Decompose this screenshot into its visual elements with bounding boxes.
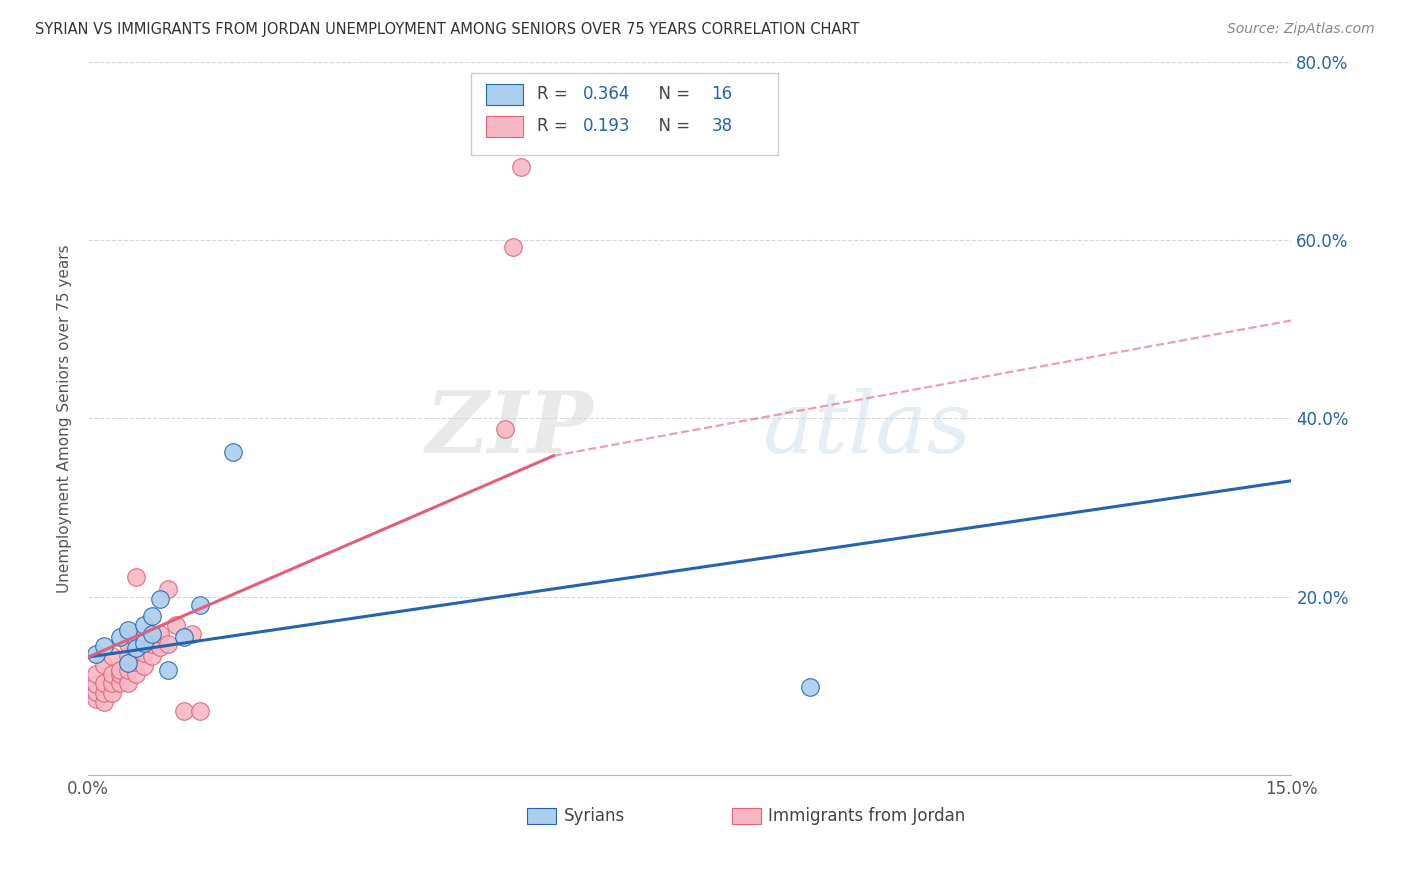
Text: Immigrants from Jordan: Immigrants from Jordan [768,807,966,825]
Point [141,609,163,624]
Point [117,676,139,690]
Point [93,658,115,673]
Point [494,422,516,436]
Point [141,627,163,641]
Point [149,640,172,655]
Point [101,676,124,690]
Point [110,676,132,690]
Point [84,692,107,706]
Text: Source: ZipAtlas.com: Source: ZipAtlas.com [1227,22,1375,37]
Point [110,630,132,644]
Point [117,649,139,664]
Point [157,663,180,677]
Point [101,649,124,664]
Point [799,681,821,695]
Bar [527,808,557,824]
Text: ZIP: ZIP [426,387,593,471]
Point [190,704,212,718]
Point [117,663,139,677]
Text: 38: 38 [711,117,733,136]
Text: R =: R = [537,117,574,136]
Text: 16: 16 [711,86,733,103]
Point [125,667,148,681]
Point [93,695,115,709]
Point [181,627,204,641]
Bar [486,116,523,137]
Point [141,649,163,664]
Point [125,655,148,669]
Text: N =: N = [648,117,695,136]
FancyBboxPatch shape [471,73,778,155]
Point [134,646,156,660]
Point [134,636,156,650]
Point [84,685,107,699]
Point [93,639,115,653]
Point [157,582,180,597]
Point [93,686,115,700]
Text: Syrians: Syrians [564,807,624,825]
Point [125,570,148,584]
Point [110,663,132,677]
Point [101,667,124,681]
Point [221,445,243,459]
Point [110,667,132,681]
Point [117,624,139,638]
Point [502,240,524,254]
Point [134,618,156,632]
Point [84,648,107,662]
Point [117,637,139,651]
Point [165,618,187,632]
Text: R =: R = [537,86,574,103]
Bar [733,808,761,824]
Point [117,627,139,641]
Point [157,637,180,651]
Text: atlas: atlas [762,388,972,470]
Point [93,676,115,690]
Point [134,659,156,673]
Point [149,627,172,641]
Point [101,686,124,700]
Y-axis label: Unemployment Among Seniors over 75 years: Unemployment Among Seniors over 75 years [58,244,72,592]
Point [84,667,107,681]
Point [173,704,195,718]
Point [117,657,139,671]
Point [125,641,148,656]
Point [141,637,163,651]
Text: SYRIAN VS IMMIGRANTS FROM JORDAN UNEMPLOYMENT AMONG SENIORS OVER 75 YEARS CORREL: SYRIAN VS IMMIGRANTS FROM JORDAN UNEMPLO… [35,22,859,37]
Point [84,677,107,691]
Point [149,592,172,607]
Point [190,599,212,613]
Point [173,630,195,644]
Text: 0.364: 0.364 [582,86,630,103]
Point [510,160,533,174]
Text: 0.193: 0.193 [582,117,630,136]
Text: N =: N = [648,86,695,103]
Bar [486,84,523,105]
